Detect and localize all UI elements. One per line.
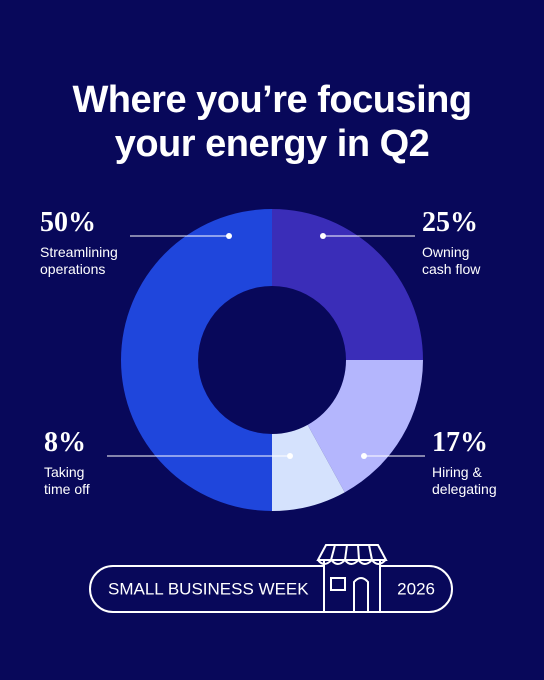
donut-segment <box>307 360 424 493</box>
donut-segment <box>272 424 345 511</box>
badge-left: SMALL BUSINESS WEEK <box>108 579 309 598</box>
leader-dot <box>287 453 293 459</box>
value-label: 8% <box>44 427 86 458</box>
chart-title: Where you’re focusing your energy in Q2 <box>72 79 472 165</box>
store-icon <box>316 544 388 613</box>
value-label: 50% <box>40 207 96 238</box>
category-label: Hiring & delegating <box>432 464 497 497</box>
category-label: Taking time off <box>44 464 90 497</box>
badge-outline <box>89 565 453 613</box>
leader-dot <box>226 233 232 239</box>
category-label: Owning cash flow <box>422 244 481 277</box>
donut-segment <box>272 209 423 360</box>
leader-dot <box>320 233 326 239</box>
badge-right: 2026 <box>397 579 435 598</box>
value-label: 17% <box>432 427 488 458</box>
value-label: 25% <box>422 207 478 238</box>
category-label: Streamlining operations <box>40 244 118 277</box>
leader-dot <box>361 453 367 459</box>
donut-segment <box>121 209 272 511</box>
